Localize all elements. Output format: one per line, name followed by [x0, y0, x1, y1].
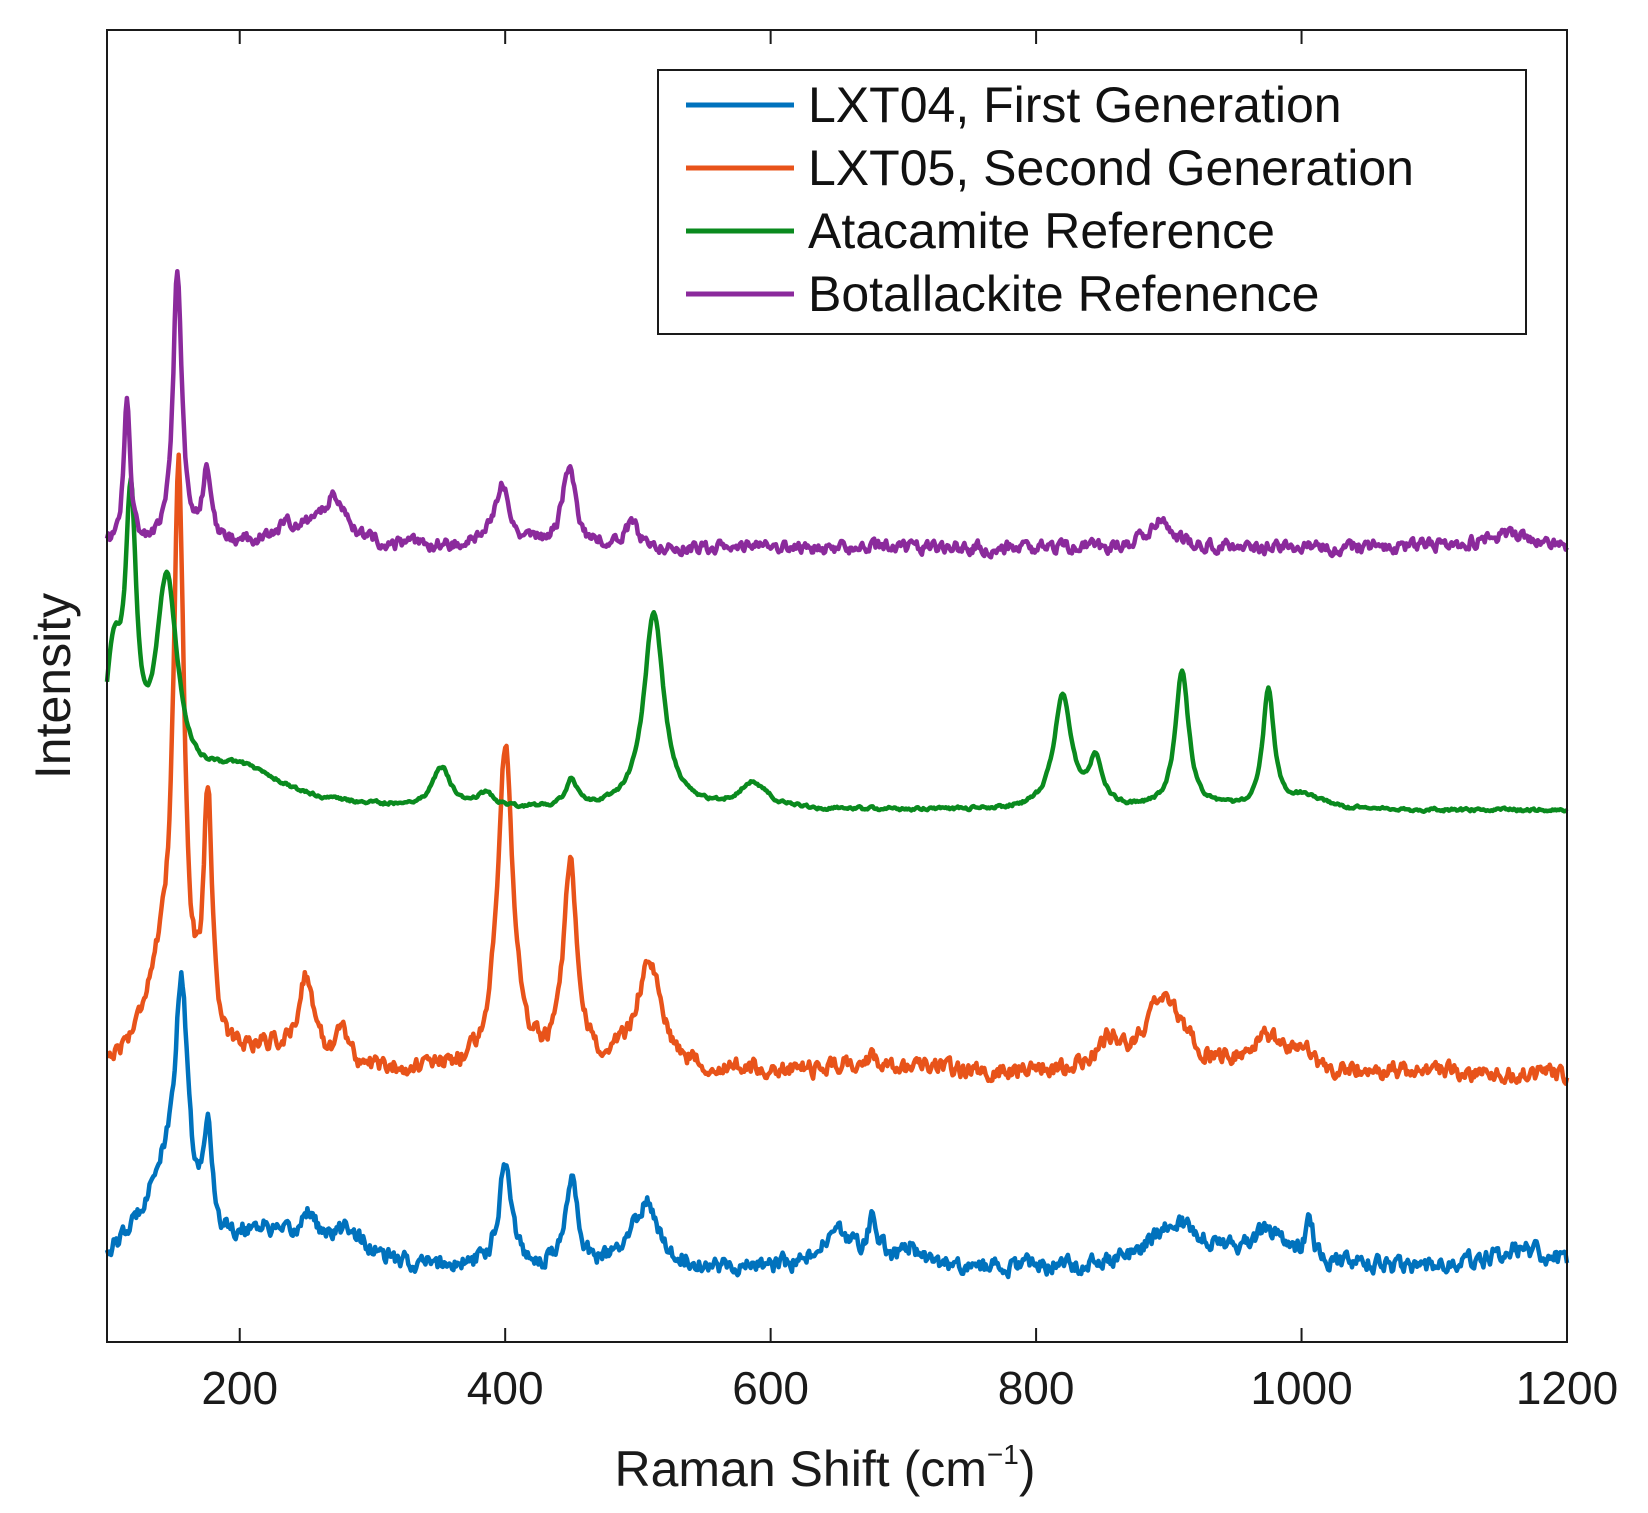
series-line [104, 476, 1569, 815]
legend: LXT04, First Generation LXT05, Second Gen… [657, 69, 1527, 335]
x-axis-title: Raman Shift [614, 1441, 889, 1497]
axes-frame [106, 29, 1568, 1343]
series-line [105, 452, 1570, 1086]
x-axis-unit: (cm [904, 1441, 987, 1497]
series-line [104, 269, 1569, 560]
legend-label: LXT05, Second Generation [808, 140, 1414, 196]
x-ticks: 200 400 600 800 1000 1200 [201, 30, 1618, 1414]
legend-box [657, 69, 1527, 335]
legend-label: Botallackite Refenence [808, 266, 1319, 322]
x-tick-label: 800 [998, 1362, 1075, 1414]
y-axis-label: Intensity [25, 593, 81, 779]
legend-label: Atacamite Reference [808, 203, 1275, 259]
x-tick-label: 400 [467, 1362, 544, 1414]
series-line [104, 970, 1570, 1280]
x-axis-unit-exponent: −1 [987, 1439, 1019, 1470]
x-axis-unit-close: ) [1019, 1441, 1036, 1497]
x-tick-label: 1200 [1516, 1362, 1618, 1414]
x-tick-label: 600 [732, 1362, 809, 1414]
series-layer [104, 269, 1570, 1280]
x-tick-label: 1000 [1250, 1362, 1352, 1414]
x-axis-label: Raman Shift (cm−1) [614, 1439, 1035, 1497]
x-tick-label: 200 [201, 1362, 278, 1414]
legend-label: LXT04, First Generation [808, 77, 1342, 133]
legend-entries: LXT04, First Generation LXT05, Second Gen… [686, 77, 1414, 322]
